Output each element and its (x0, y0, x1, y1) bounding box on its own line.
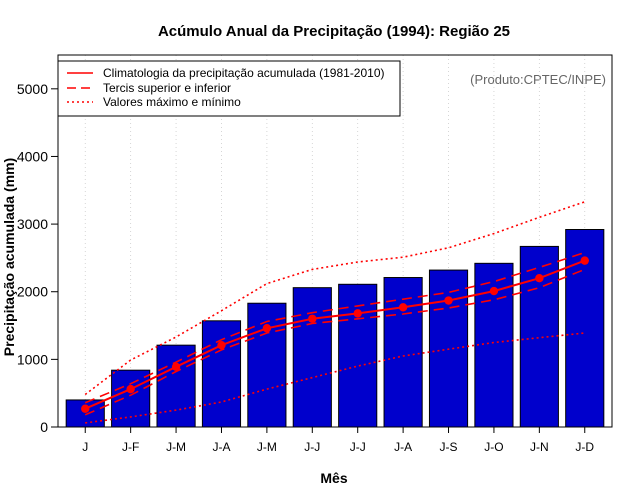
legend-label-climatology: Climatologia da precipitação acumulada (… (103, 66, 385, 80)
x-tick-label-0: J (82, 440, 88, 454)
x-tick-label-2: J-M (166, 440, 186, 454)
series-line-3 (84, 268, 586, 416)
series-line-2 (84, 251, 586, 404)
x-axis: J J-F J-M J-A J-M J-J J-J J-A J-S J-O J-N J-D (82, 427, 594, 454)
climatology-point-6 (353, 309, 362, 318)
climatology-point-2 (171, 362, 181, 372)
y-tick-label-4: 4000 (17, 148, 48, 164)
bar-7 (383, 277, 423, 428)
climatology-point-1 (126, 384, 135, 394)
x-tick-label-5: J-J (304, 440, 320, 454)
x-tick-label-1: J-F (122, 440, 139, 454)
climatology-point-9 (489, 286, 499, 296)
climatology-point-8 (444, 296, 453, 305)
y-tick-label-5: 5000 (17, 81, 48, 97)
climatology-point-3 (217, 340, 226, 350)
climatology-point-11 (580, 256, 589, 265)
legend: Climatologia da precipitação acumulada (… (57, 60, 401, 117)
x-axis-title: Mês (320, 470, 347, 486)
chart-title: Acúmulo Anual da Precipitação (1994): Re… (158, 23, 510, 40)
bar-4 (247, 302, 287, 428)
plot-frame (57, 54, 613, 428)
bar-1 (111, 369, 151, 428)
bar-5 (292, 287, 332, 428)
series-line-1 (84, 259, 586, 410)
legend-label-tercis: Tercis superior e inferior (103, 81, 231, 95)
x-tick-label-3: J-A (212, 440, 230, 454)
series-line-5 (85, 332, 585, 424)
bars (65, 229, 605, 428)
bar-2 (156, 344, 196, 428)
y-axis-title: Precipitação acumulada (mm) (1, 158, 17, 356)
y-tick-label-3: 3000 (17, 216, 48, 232)
x-tick-label-6: J-J (350, 440, 366, 454)
y-tick-label-2: 2000 (17, 284, 48, 300)
climatology-point-10 (535, 274, 544, 283)
climatology-point-0 (81, 404, 90, 413)
y-tick-label-0: 0 (40, 419, 48, 435)
credit-text: (Produto:CPTEC/INPE) (470, 72, 606, 87)
climatology-points (81, 256, 589, 413)
x-tick-label-7: J-A (394, 440, 412, 454)
climatology-point-4 (262, 324, 272, 333)
legend-label-max-min: Valores máximo e mínimo (103, 95, 241, 109)
y-axis: 0 1000 2000 3000 4000 5000 (17, 81, 58, 435)
x-tick-label-9: J-O (484, 440, 503, 454)
lines (84, 201, 586, 424)
y-tick-label-1: 1000 (17, 351, 48, 367)
x-tick-label-10: J-N (530, 440, 549, 454)
legend-box (57, 60, 401, 117)
bar-3 (201, 320, 242, 428)
climatology-point-7 (398, 303, 408, 312)
x-tick-label-11: J-D (575, 440, 594, 454)
climatology-point-5 (308, 314, 317, 323)
x-tick-label-4: J-M (257, 440, 277, 454)
x-tick-label-8: J-S (440, 440, 458, 454)
